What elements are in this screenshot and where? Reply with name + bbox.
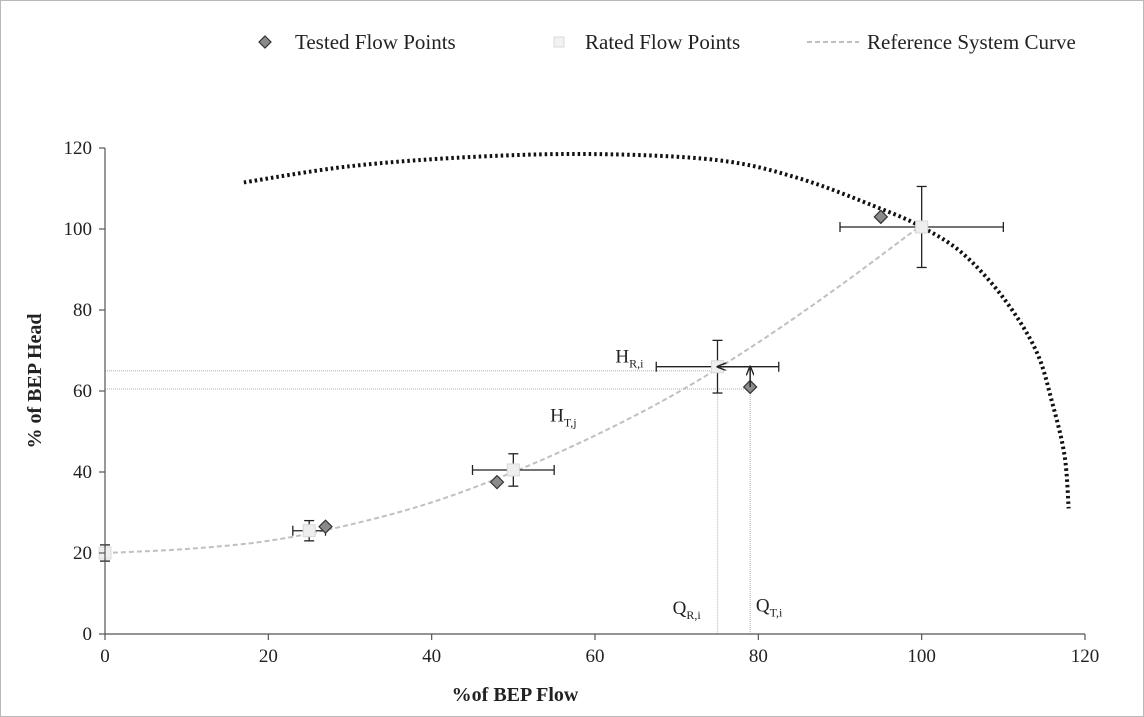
y-tick-label: 80 <box>73 300 92 321</box>
legend-label-system: Reference System Curve <box>867 30 1076 54</box>
x-tick-label: 120 <box>1071 646 1100 667</box>
rated-flow-point <box>302 524 316 538</box>
rated-flow-point <box>915 220 929 234</box>
rated-flow-point <box>506 463 520 477</box>
annotation-label: QT,i <box>756 596 783 620</box>
y-tick-label: 0 <box>83 624 93 645</box>
tested-flow-point <box>318 519 333 535</box>
annotation-label: HT,j <box>550 405 577 429</box>
annotation-label: QR,i <box>673 598 702 622</box>
legend-marker-tested <box>258 35 272 49</box>
annotation-label: HR,i <box>615 347 644 371</box>
x-tick-label: 40 <box>422 646 441 667</box>
y-axis-title: % of BEP Head <box>24 313 46 448</box>
y-tick-label: 60 <box>73 381 92 402</box>
legend-label-tested: Tested Flow Points <box>295 30 456 54</box>
y-tick-label: 120 <box>64 138 93 159</box>
y-tick-label: 100 <box>64 219 93 240</box>
x-tick-label: 100 <box>907 646 936 667</box>
x-tick-label: 60 <box>586 646 605 667</box>
y-tick-label: 20 <box>73 543 92 564</box>
y-tick-label: 40 <box>73 462 92 483</box>
x-tick-label: 20 <box>259 646 278 667</box>
tested-flow-point <box>873 209 889 225</box>
pump-head-curve <box>243 151 1071 509</box>
x-tick-label: 80 <box>749 646 768 667</box>
legend-label-rated: Rated Flow Points <box>585 30 740 54</box>
tested-flow-point <box>489 474 505 490</box>
x-axis-title: %of BEP Flow <box>452 684 579 706</box>
x-tick-label: 0 <box>100 646 110 667</box>
legend-marker-rated <box>553 36 565 48</box>
